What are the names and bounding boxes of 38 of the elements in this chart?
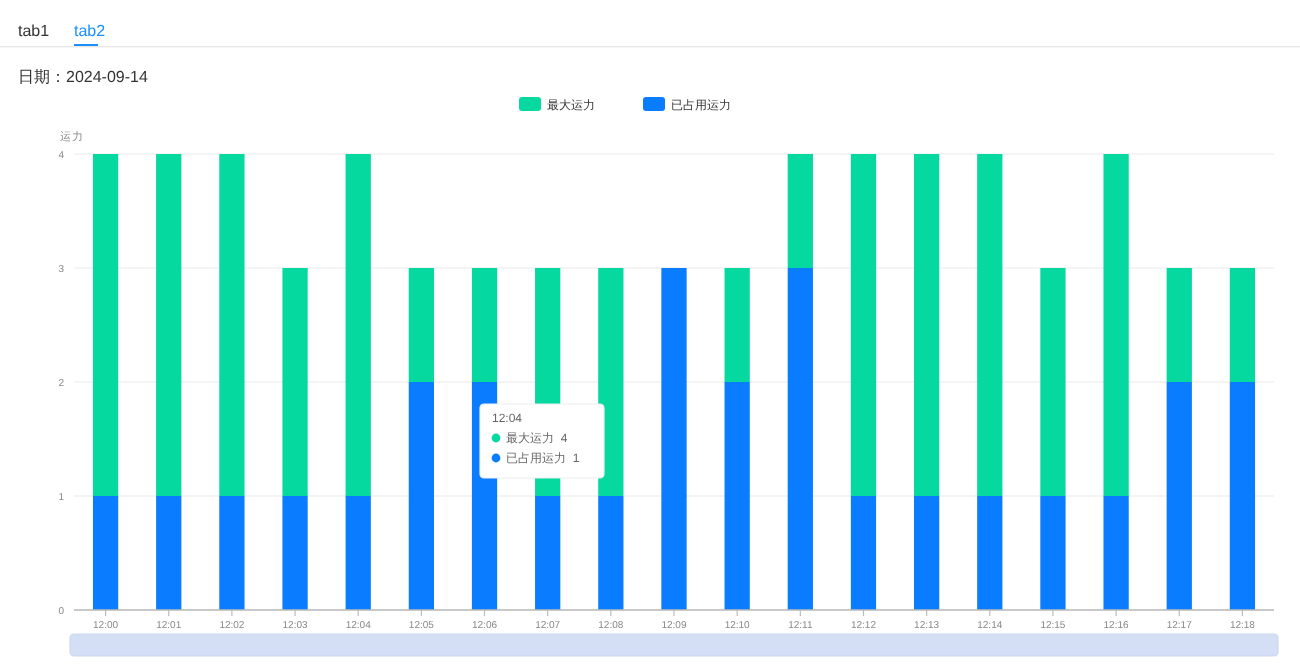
bar — [914, 154, 940, 496]
bar — [345, 496, 371, 610]
bar — [471, 268, 498, 382]
bar — [724, 268, 750, 382]
bar — [1103, 496, 1129, 610]
bar — [977, 154, 1003, 496]
bar — [598, 268, 624, 496]
bar — [977, 496, 1003, 610]
bar — [914, 496, 940, 610]
bar — [1040, 496, 1066, 610]
bar — [787, 154, 813, 268]
bar — [1166, 268, 1192, 382]
bar — [1103, 154, 1129, 496]
bar — [535, 496, 561, 610]
bar — [92, 154, 119, 496]
bar — [219, 154, 245, 496]
bar — [1229, 382, 1256, 610]
bar — [1040, 268, 1066, 496]
bar — [850, 154, 877, 496]
bar — [850, 496, 877, 610]
bar — [1229, 268, 1256, 382]
bar — [156, 154, 182, 496]
bar — [156, 496, 182, 610]
bar — [724, 382, 750, 610]
bar — [92, 496, 119, 610]
bar — [219, 496, 245, 610]
bar — [345, 154, 371, 496]
bar — [408, 268, 434, 382]
bar — [661, 268, 687, 610]
bar — [282, 496, 308, 610]
bar — [282, 268, 308, 496]
chart-title: 日期：2024-09-14 — [18, 68, 149, 86]
text: tab1 — [18, 22, 51, 40]
bar — [1166, 382, 1192, 610]
bar — [598, 496, 624, 610]
text: tab2 — [74, 22, 107, 40]
bar — [408, 382, 434, 610]
bar — [787, 268, 813, 610]
